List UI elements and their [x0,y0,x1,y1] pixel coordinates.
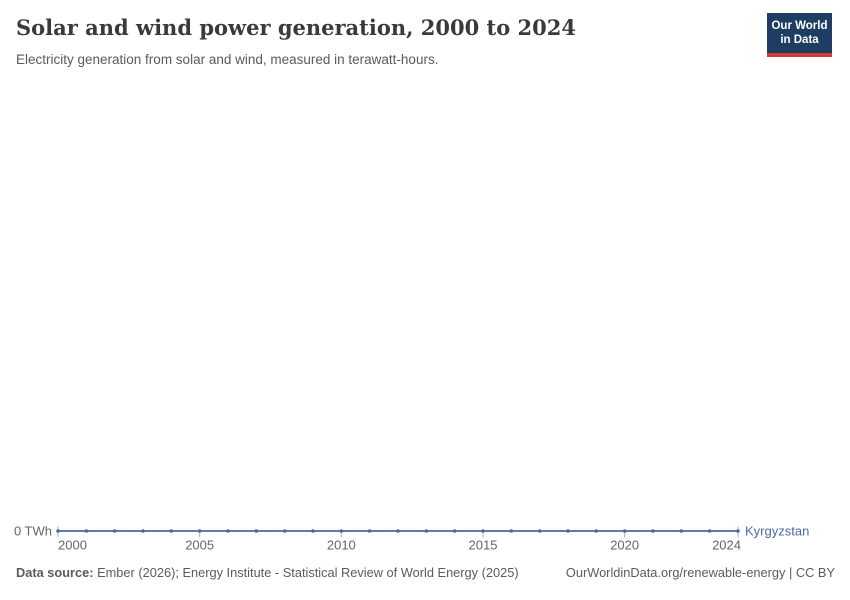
data-point[interactable] [594,529,599,533]
data-point[interactable] [622,529,627,533]
owid-logo-line2: in Data [780,34,819,47]
data-point[interactable] [197,529,202,533]
chart-footer: Data source: Ember (2026); Energy Instit… [16,565,835,582]
chart-title: Solar and wind power generation, 2000 to… [16,15,576,40]
x-axis-label: 2010 [327,538,356,553]
data-point[interactable] [311,529,315,533]
data-point[interactable] [481,529,485,533]
x-axis-label: 2020 [610,538,639,553]
data-point[interactable] [339,529,344,533]
data-source-note: Data source: Ember (2026); Energy Instit… [16,565,519,582]
data-point[interactable] [56,529,60,533]
y-axis-label: 0 TWh [14,524,52,539]
x-axis-label: 2000 [58,538,87,553]
x-axis-label: 2005 [185,538,214,553]
data-point[interactable] [736,529,740,533]
data-point[interactable] [509,529,514,533]
owid-logo[interactable]: Our World in Data [767,13,832,57]
data-point[interactable] [254,529,259,533]
data-point[interactable] [707,529,712,533]
x-axis-label: 2015 [469,538,498,553]
chart-subtitle: Electricity generation from solar and wi… [16,52,439,67]
data-point[interactable] [537,529,542,533]
data-point[interactable] [282,529,287,533]
data-point[interactable] [367,529,372,533]
data-point[interactable] [169,529,174,533]
data-point[interactable] [84,529,89,533]
series-label[interactable]: Kyrgyzstan [745,524,809,539]
data-source-text: Ember (2026); Energy Institute - Statist… [97,565,519,580]
data-point[interactable] [651,529,655,533]
data-point[interactable] [452,529,457,533]
owid-logo-line1: Our World [771,20,828,32]
data-source-label: Data source: [16,565,94,580]
x-axis-label: 2024 [712,538,741,553]
data-point[interactable] [679,529,684,533]
data-point[interactable] [566,529,570,533]
credit-link[interactable]: OurWorldinData.org/renewable-energy | CC… [565,565,835,580]
data-point[interactable] [424,529,429,533]
data-point[interactable] [112,529,117,533]
data-point[interactable] [141,529,145,533]
data-point[interactable] [226,529,230,533]
data-point[interactable] [396,529,400,533]
